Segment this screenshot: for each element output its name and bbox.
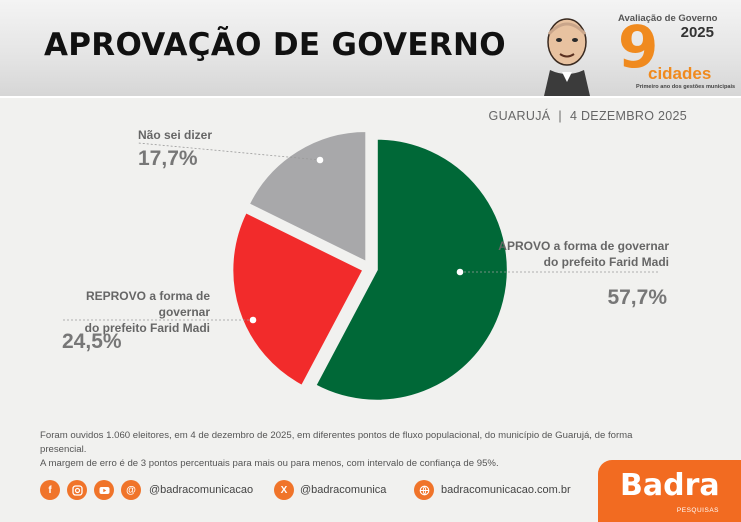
- globe-icon[interactable]: [414, 480, 434, 500]
- leader-nao-sei: [137, 142, 321, 161]
- label-reprovo: REPROVO a forma de governar do prefeito …: [62, 288, 210, 337]
- methodology-line1: Foram ouvidos 1.060 eleitores, em 4 de d…: [40, 430, 633, 455]
- badge-top-text: Avaliação de Governo: [618, 13, 718, 24]
- slice-nao-sei: [247, 130, 368, 264]
- survey-date: 4 DEZEMBRO 2025: [569, 109, 687, 123]
- slice-reprovo: [231, 210, 365, 388]
- leader-nao-sei-dot: [316, 156, 324, 164]
- brand-name: Badra: [620, 468, 720, 503]
- youtube-icon[interactable]: [94, 480, 114, 500]
- label-aprovo: APROVO a forma de governar do prefeito F…: [498, 238, 669, 270]
- label-reprovo-line2: do prefeito Farid Madi: [84, 321, 210, 336]
- city-name: GUARUJÁ: [488, 109, 551, 123]
- brand-logo: Badra PESQUISAS: [598, 460, 741, 522]
- methodology-note: Foram ouvidos 1.060 eleitores, em 4 de d…: [40, 429, 680, 471]
- leader-reprovo-dot: [249, 316, 257, 324]
- separator: |: [558, 109, 562, 123]
- badge-year: 2025: [680, 24, 714, 41]
- campaign-badge: Avaliação de Governo 2025 9 cidades Prim…: [608, 10, 735, 92]
- brand-subtitle: PESQUISAS: [676, 507, 719, 514]
- label-aprovo-line2: do prefeito Farid Madi: [543, 255, 669, 270]
- pct-reprovo: 24,5%: [62, 330, 122, 353]
- website-link[interactable]: badracomunicacao.com.br: [441, 484, 571, 496]
- label-reprovo-line1: REPROVO a forma de governar: [85, 289, 210, 320]
- label-nao-sei-line1: Não sei dizer: [138, 128, 213, 142]
- threads-icon[interactable]: @: [121, 480, 141, 500]
- pct-nao-sei: 17,7%: [138, 147, 198, 170]
- label-nao-sei: Não sei dizer: [138, 127, 212, 143]
- leader-aprovo-dot: [456, 268, 464, 276]
- instagram-icon[interactable]: [67, 480, 87, 500]
- mascot-caricature-icon: [544, 18, 590, 96]
- x-icon[interactable]: X: [274, 480, 294, 500]
- pct-aprovo: 57,7%: [607, 286, 667, 309]
- badge-word: cidades: [648, 64, 712, 83]
- social-handle-1[interactable]: @badracomunicacao: [149, 484, 254, 496]
- chart-panel: GUARUJÁ | 4 DEZEMBRO 2025 Não sei dizer 17…: [0, 98, 741, 522]
- location-date: GUARUJÁ | 4 DEZEMBRO 2025: [489, 109, 687, 123]
- social-handle-2[interactable]: @badracomunica: [300, 484, 387, 496]
- page-title: APROVAÇÃO DE GOVERNO: [44, 27, 506, 63]
- pie-chart: [62, 130, 660, 402]
- badge-subtitle: Primeiro ano dos gestões municipais: [636, 84, 736, 90]
- label-aprovo-line1: APROVO a forma de governar: [498, 239, 669, 253]
- slice-aprovo: [314, 137, 509, 402]
- header: APROVAÇÃO DE GOVERNO Avaliação de Govern…: [0, 0, 741, 98]
- methodology-line2: A margem de erro é de 3 pontos percentua…: [40, 457, 499, 469]
- badge-number: 9: [618, 13, 659, 81]
- facebook-icon[interactable]: f: [40, 480, 60, 500]
